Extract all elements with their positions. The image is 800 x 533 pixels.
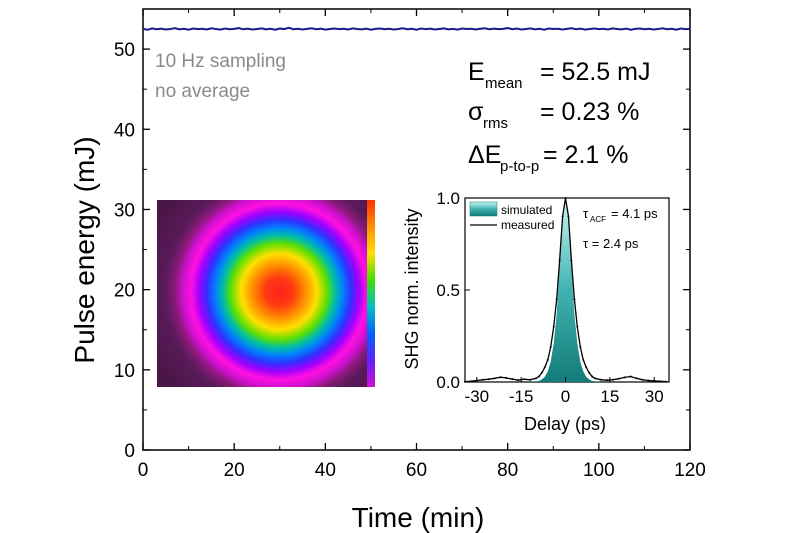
delta-e-subscript: p-to-p — [500, 158, 539, 175]
measured-point — [552, 325, 555, 328]
measured-point — [611, 378, 614, 381]
measured-point — [665, 380, 668, 383]
beam-profile-image — [157, 200, 375, 387]
measured-point — [605, 379, 608, 382]
e-mean-value: = 52.5 mJ — [540, 58, 650, 86]
measured-point — [588, 371, 591, 374]
y-tick-label: 40 — [114, 120, 135, 141]
tau-acf-symbol: τ — [583, 206, 589, 221]
measured-point — [481, 378, 484, 381]
x-tick-label: 60 — [406, 460, 427, 481]
y-axis-label: Pulse energy (mJ) — [69, 136, 100, 363]
measured-point — [564, 197, 567, 199]
tau-value: τ = 2.4 ps — [583, 236, 639, 251]
sampling-label-1: 10 Hz sampling — [155, 51, 286, 72]
y-tick-label: 20 — [114, 281, 135, 302]
measured-point — [573, 298, 576, 301]
measured-point — [635, 377, 638, 380]
x-tick-label: 100 — [583, 460, 615, 481]
measured-point — [659, 380, 662, 383]
measured-point — [623, 376, 626, 379]
measured-point — [517, 379, 520, 382]
x-tick-label: 20 — [224, 460, 245, 481]
measured-point — [585, 366, 588, 369]
pulse-energy-line — [142, 26, 691, 31]
measured-point — [549, 346, 552, 349]
measured-point — [647, 379, 650, 382]
x-tick-label: 120 — [674, 460, 706, 481]
legend-swatch-simulated — [469, 201, 498, 217]
measured-point — [505, 376, 508, 379]
inset-x-axis-label: Delay (ps) — [524, 414, 606, 434]
measured-point — [555, 298, 558, 301]
measured-point — [487, 378, 490, 381]
inset-x-tick-label: -30 — [465, 387, 490, 406]
inset-y-tick-label: 0.0 — [436, 373, 460, 392]
beam-profile-colorbar — [367, 200, 375, 387]
measured-point — [558, 259, 561, 262]
x-tick-label: 80 — [497, 460, 518, 481]
measured-point — [600, 378, 602, 381]
sampling-label-2: no average — [155, 81, 250, 102]
delta-e-value: = 2.1 % — [543, 141, 628, 169]
y-tick-label: 30 — [114, 200, 135, 221]
tau-acf-value: = 4.1 ps — [611, 206, 658, 221]
inset-y-tick-label: 0.5 — [436, 281, 460, 300]
measured-point — [493, 377, 496, 380]
delta-e-symbol: ΔE — [468, 141, 501, 169]
measured-point — [534, 377, 537, 380]
measured-point — [469, 380, 472, 383]
sigma-subscript: rms — [483, 115, 508, 132]
measured-point — [582, 358, 585, 361]
measured-point — [567, 215, 570, 218]
measured-point — [546, 358, 549, 361]
tau-acf-subscript: ACF — [590, 215, 606, 224]
y-tick-label: 0 — [124, 441, 135, 462]
x-tick-label: 40 — [315, 460, 336, 481]
measured-point — [576, 325, 579, 328]
inset-y-tick-label: 1.0 — [436, 189, 460, 208]
simulated-area — [465, 198, 667, 382]
measured-point — [523, 378, 526, 381]
measured-point — [561, 215, 564, 218]
measured-point — [629, 375, 632, 378]
measured-point — [591, 375, 594, 378]
measured-point — [641, 378, 644, 381]
inset-y-axis-label: SHG norm. intensity — [402, 208, 422, 369]
y-tick-label: 50 — [114, 40, 135, 61]
e-mean-subscript: mean — [485, 75, 523, 92]
measured-point — [579, 346, 582, 349]
inset-x-tick-label: 15 — [600, 387, 619, 406]
e-mean-symbol: E — [468, 58, 485, 86]
measured-point — [543, 366, 546, 369]
measured-point — [594, 377, 597, 380]
measured-point — [499, 376, 502, 379]
inset-x-tick-label: 0 — [561, 387, 570, 406]
measured-point — [511, 378, 514, 381]
sigma-symbol: σ — [468, 98, 484, 126]
measured-point — [540, 371, 543, 374]
x-axis-label: Time (min) — [352, 502, 485, 533]
x-tick-label: 0 — [138, 460, 149, 481]
legend-label-simulated: simulated — [501, 203, 552, 217]
measured-point — [537, 375, 540, 378]
measured-point — [570, 259, 573, 262]
y-tick-label: 10 — [114, 361, 135, 382]
inset-x-tick-label: 30 — [645, 387, 664, 406]
measured-point — [617, 377, 620, 380]
sigma-value: = 0.23 % — [540, 98, 639, 126]
measured-point — [529, 378, 532, 381]
inset-x-tick-label: -15 — [509, 387, 534, 406]
legend-label-measured: measured — [501, 218, 554, 232]
